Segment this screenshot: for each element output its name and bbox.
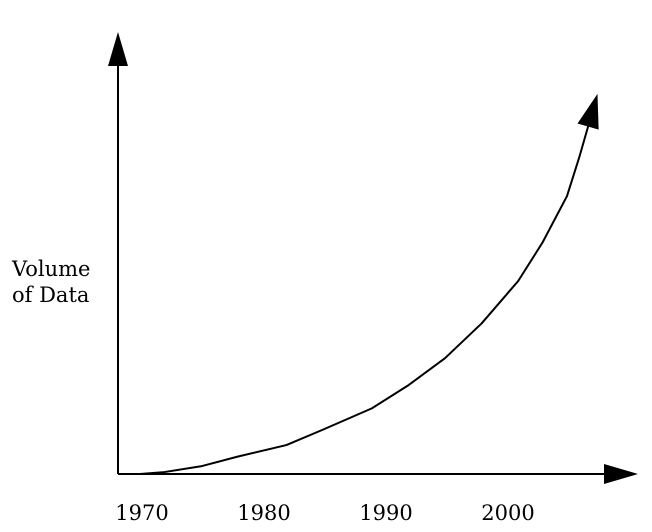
series-arrowhead-0 <box>577 93 599 130</box>
x-axis-arrowhead <box>604 464 638 484</box>
y-axis-label-line-2: of Data <box>12 283 89 307</box>
x-tick-label-1970: 1970 <box>115 501 168 525</box>
x-tick-label-1980: 1980 <box>237 501 290 525</box>
x-tick-labels: 1970 1980 1990 2000 <box>115 501 534 525</box>
series-line-0 <box>139 114 593 475</box>
axes <box>108 32 638 484</box>
y-axis-arrowhead <box>108 32 128 66</box>
y-axis-label: Volume of Data <box>11 257 90 307</box>
x-tick-label-1990: 1990 <box>359 501 412 525</box>
series-group <box>139 93 599 475</box>
y-axis-label-line-1: Volume <box>11 257 90 281</box>
series-arrow-connector-0 <box>587 114 593 127</box>
x-tick-label-2000: 2000 <box>481 501 534 525</box>
